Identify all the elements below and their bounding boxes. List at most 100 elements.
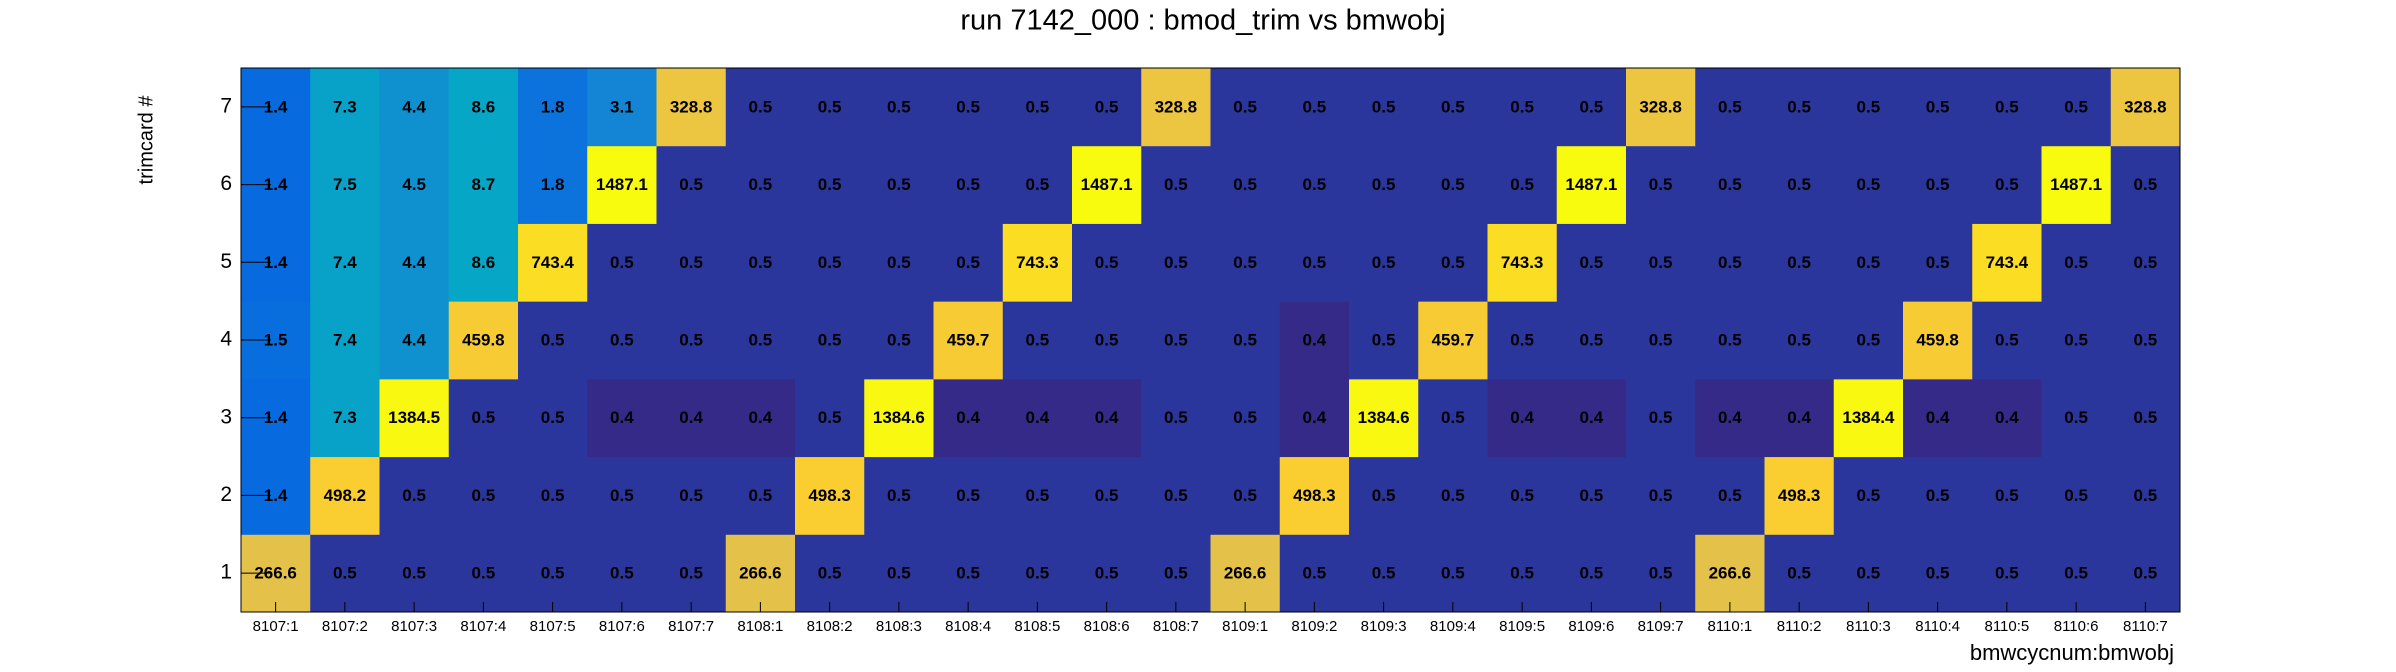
cell-label: 1.4 bbox=[264, 253, 288, 272]
heat-cell bbox=[795, 534, 865, 613]
heat-cell bbox=[725, 68, 796, 147]
cell-label: 1.8 bbox=[541, 97, 565, 116]
heat-cell bbox=[933, 456, 1004, 535]
heat-cell bbox=[656, 223, 727, 302]
cell-label: 0.5 bbox=[1026, 97, 1050, 116]
heat-cell bbox=[2041, 301, 2112, 380]
heat-cell bbox=[1833, 223, 1904, 302]
heat-cell bbox=[1418, 456, 1488, 535]
heat-cell bbox=[2110, 68, 2181, 147]
heat-cell bbox=[1210, 456, 1281, 535]
cell-label: 1.4 bbox=[264, 486, 288, 505]
heat-cell bbox=[379, 456, 450, 535]
cell-label: 0.5 bbox=[1580, 564, 1604, 583]
heat-cell bbox=[1833, 378, 1904, 458]
heat-cell bbox=[1279, 68, 1350, 147]
x-tick-label: 8107:7 bbox=[668, 618, 714, 635]
x-tick-label: 8110:3 bbox=[1846, 618, 1891, 635]
cell-label: 8.6 bbox=[472, 97, 496, 116]
cell-label: 0.5 bbox=[2064, 253, 2088, 272]
cell-label: 0.5 bbox=[1372, 486, 1396, 505]
cell-label: 4.4 bbox=[402, 330, 426, 349]
cell-label: 0.5 bbox=[1233, 97, 1257, 116]
heat-cell bbox=[1972, 301, 2042, 380]
heat-cell bbox=[587, 301, 657, 380]
heat-cell bbox=[1002, 68, 1073, 147]
cell-label: 0.5 bbox=[956, 564, 980, 583]
y-tick-label: 7 bbox=[220, 94, 232, 117]
heat-cell bbox=[379, 68, 450, 147]
cell-label: 0.5 bbox=[1857, 97, 1881, 116]
cell-label: 0.5 bbox=[1580, 330, 1604, 349]
heat-cell bbox=[1141, 145, 1211, 224]
heat-cell bbox=[1695, 378, 1765, 458]
heat-cell bbox=[656, 68, 727, 147]
cell-label: 1384.4 bbox=[1842, 408, 1895, 427]
heat-cell bbox=[1556, 534, 1627, 613]
cell-label: 0.5 bbox=[1372, 97, 1396, 116]
cell-label: 0.5 bbox=[2134, 486, 2158, 505]
cell-label: 0.5 bbox=[1164, 253, 1188, 272]
heat-cell bbox=[933, 145, 1004, 224]
cell-label: 0.5 bbox=[333, 564, 357, 583]
cell-label: 0.5 bbox=[679, 486, 703, 505]
cell-label: 1.4 bbox=[264, 175, 288, 194]
cell-label: 0.5 bbox=[679, 253, 703, 272]
heat-cell bbox=[2110, 378, 2181, 458]
heat-cell bbox=[864, 68, 934, 147]
heat-cell bbox=[1279, 378, 1350, 458]
cell-label: 1.5 bbox=[264, 330, 288, 349]
heat-cell bbox=[1072, 145, 1142, 224]
heat-cell bbox=[1002, 223, 1073, 302]
cell-label: 0.5 bbox=[2134, 408, 2158, 427]
heat-cell bbox=[448, 301, 519, 380]
heat-cell bbox=[310, 145, 380, 224]
heat-cell bbox=[587, 68, 657, 147]
heat-cell bbox=[2110, 145, 2181, 224]
heat-cell bbox=[933, 68, 1004, 147]
heat-cell bbox=[1626, 145, 1696, 224]
heat-cell bbox=[1141, 456, 1211, 535]
heat-cell bbox=[1764, 378, 1835, 458]
cell-label: 0.5 bbox=[1857, 253, 1881, 272]
heat-cell bbox=[448, 378, 519, 458]
heat-cell bbox=[1972, 456, 2042, 535]
cell-label: 0.5 bbox=[1233, 330, 1257, 349]
x-tick-label: 8109:3 bbox=[1361, 618, 1407, 635]
cell-label: 0.5 bbox=[1580, 253, 1604, 272]
cell-label: 0.5 bbox=[1233, 175, 1257, 194]
heat-cell bbox=[310, 68, 380, 147]
heat-cell bbox=[1418, 534, 1488, 613]
cell-label: 1487.1 bbox=[596, 175, 648, 194]
cell-label: 0.4 bbox=[1580, 408, 1604, 427]
heat-cell bbox=[1972, 378, 2042, 458]
x-tick-label: 8107:3 bbox=[391, 618, 437, 635]
heat-cell bbox=[1349, 534, 1419, 613]
cell-label: 0.5 bbox=[1441, 486, 1465, 505]
cell-label: 459.7 bbox=[947, 330, 990, 349]
cell-label: 0.5 bbox=[818, 330, 842, 349]
cell-label: 0.5 bbox=[472, 564, 496, 583]
cell-label: 743.3 bbox=[1016, 253, 1059, 272]
cell-label: 0.4 bbox=[1510, 408, 1534, 427]
heat-cell bbox=[1903, 68, 1973, 147]
cell-label: 743.4 bbox=[1986, 253, 2029, 272]
cell-label: 0.5 bbox=[1926, 175, 1950, 194]
cell-label: 0.5 bbox=[1649, 253, 1673, 272]
cell-label: 0.5 bbox=[1303, 175, 1327, 194]
x-tick-label: 8108:7 bbox=[1153, 618, 1199, 635]
cell-label: 0.5 bbox=[1372, 564, 1396, 583]
cell-label: 4.5 bbox=[402, 175, 426, 194]
heat-cell bbox=[2041, 68, 2112, 147]
heat-cell bbox=[2041, 223, 2112, 302]
cell-label: 0.5 bbox=[2134, 175, 2158, 194]
cell-label: 328.8 bbox=[670, 97, 713, 116]
heat-cell bbox=[1626, 534, 1696, 613]
heat-cell bbox=[795, 378, 865, 458]
cell-label: 0.5 bbox=[1857, 330, 1881, 349]
cell-label: 0.5 bbox=[1857, 175, 1881, 194]
y-tick-label: 4 bbox=[220, 328, 232, 351]
cell-label: 0.5 bbox=[679, 175, 703, 194]
x-tick-label: 8107:5 bbox=[530, 618, 576, 635]
cell-label: 0.5 bbox=[1787, 253, 1811, 272]
